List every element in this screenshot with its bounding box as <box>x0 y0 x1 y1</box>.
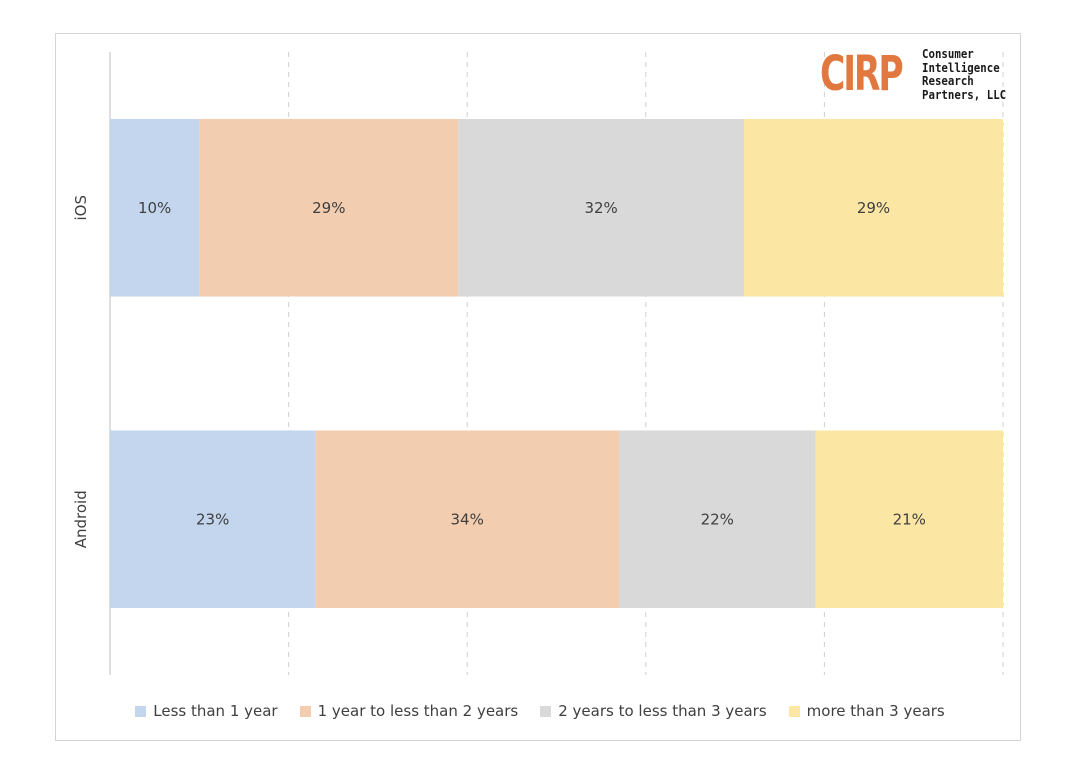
logo-line-1: Consumer <box>922 46 974 61</box>
legend-item-more-than-3-years: more than 3 years <box>788 702 945 720</box>
legend-label: Less than 1 year <box>153 702 278 720</box>
legend-swatch <box>788 705 800 717</box>
bar-segment-ios-0 <box>110 118 200 297</box>
data-label: 21% <box>893 510 926 528</box>
logo-line-2: Intelligence <box>922 59 1000 75</box>
data-label: 34% <box>451 510 484 528</box>
legend-item-2-to-3-years: 2 years to less than 3 years <box>540 702 767 720</box>
legend-item-1-to-2-years: 1 year to less than 2 years <box>299 702 519 720</box>
category-labels: iOS Android <box>72 195 90 548</box>
bars <box>110 118 1003 609</box>
bar-segment-android-3 <box>815 430 1003 609</box>
data-label: 23% <box>196 510 229 528</box>
bar-segment-android-0 <box>110 430 316 609</box>
cirp-logo-text: Consumer Intelligence Research Partners,… <box>922 47 1006 101</box>
category-label-ios: iOS <box>72 195 90 221</box>
bar-segment-android-1 <box>315 430 620 609</box>
bar-segment-ios-2 <box>458 118 745 297</box>
legend-label: more than 3 years <box>806 702 945 720</box>
bar-segment-ios-3 <box>744 118 1003 297</box>
legend-swatch <box>540 705 552 717</box>
logo-line-4: Partners, LLC <box>922 86 1007 102</box>
bar-segment-android-2 <box>619 430 816 609</box>
cirp-logo-mark: CIRP <box>820 46 904 102</box>
legend: Less than 1 year 1 year to less than 2 y… <box>0 702 1080 720</box>
data-label: 32% <box>584 199 617 217</box>
legend-swatch <box>299 705 311 717</box>
data-label: 29% <box>312 199 345 217</box>
logo-line-3: Research <box>922 73 974 88</box>
legend-label: 1 year to less than 2 years <box>317 702 519 720</box>
legend-label: 2 years to less than 3 years <box>558 702 767 720</box>
legend-item-less-than-1-year: Less than 1 year <box>135 702 278 720</box>
data-label: 29% <box>857 199 890 217</box>
legend-swatch <box>135 705 147 717</box>
cirp-logo: CIRP Consumer Intelligence Research Part… <box>820 42 1020 106</box>
data-label: 22% <box>701 510 734 528</box>
data-label: 10% <box>138 199 171 217</box>
category-label-android: Android <box>72 490 90 548</box>
bar-segment-ios-1 <box>199 118 459 297</box>
data-labels: 10% 29% 32% 29% 23% 34% 22% 21% <box>138 199 926 529</box>
